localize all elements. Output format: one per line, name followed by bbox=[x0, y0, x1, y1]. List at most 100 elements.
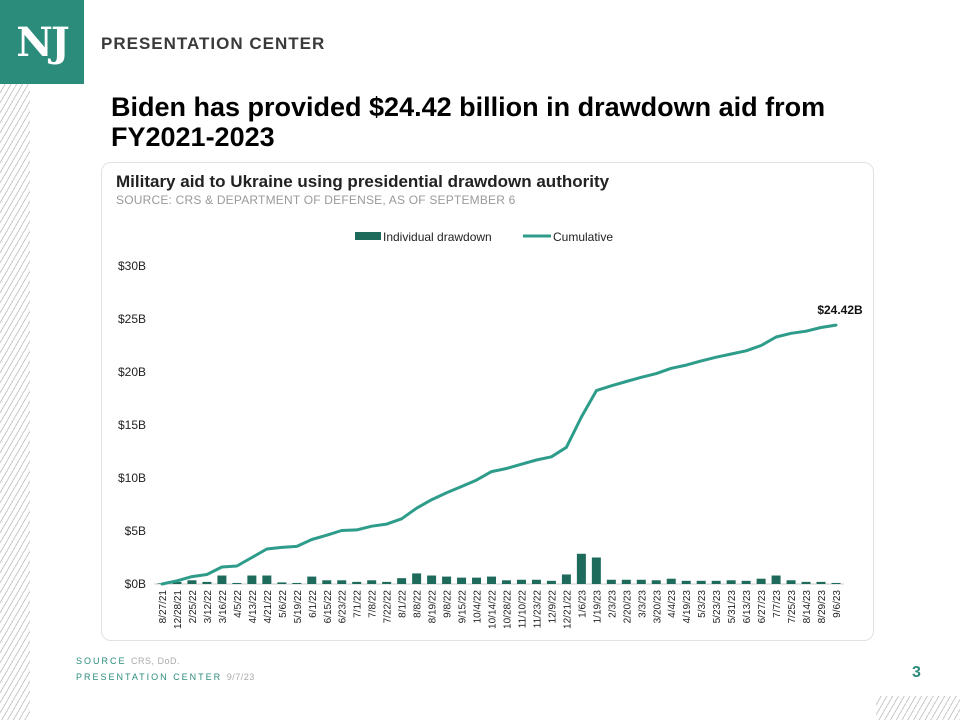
drawdown-bar bbox=[816, 581, 826, 584]
y-tick-label: $15B bbox=[118, 418, 146, 432]
y-tick-label: $0B bbox=[125, 577, 146, 591]
drawdown-bar bbox=[711, 580, 721, 584]
drawdown-bar bbox=[247, 575, 257, 584]
drawdown-bar bbox=[546, 580, 556, 584]
x-tick-label: 8/19/22 bbox=[428, 590, 439, 624]
drawdown-bar bbox=[262, 575, 272, 584]
drawdown-bar bbox=[337, 580, 347, 584]
x-tick-label: 1/6/23 bbox=[577, 590, 588, 618]
legend-swatch-bar bbox=[355, 232, 381, 240]
drawdown-bar bbox=[232, 582, 242, 584]
y-tick-label: $5B bbox=[125, 524, 146, 538]
x-tick-label: 4/21/22 bbox=[263, 590, 274, 624]
x-tick-label: 9/6/23 bbox=[832, 590, 843, 618]
x-tick-label: 5/3/23 bbox=[697, 590, 708, 618]
drawdown-bar bbox=[696, 580, 706, 584]
x-tick-label: 6/23/22 bbox=[338, 590, 349, 624]
drawdown-bar bbox=[681, 580, 691, 584]
y-tick-label: $30B bbox=[118, 259, 146, 273]
x-tick-label: 8/8/22 bbox=[413, 590, 424, 618]
drawdown-bar bbox=[352, 581, 362, 584]
y-tick-label: $10B bbox=[118, 471, 146, 485]
logo-text: NJ bbox=[16, 18, 69, 66]
x-tick-label: 4/5/22 bbox=[233, 590, 244, 618]
x-tick-label: 2/3/23 bbox=[607, 590, 618, 618]
legend-label-individual: Individual drawdown bbox=[383, 230, 492, 244]
x-tick-label: 4/4/23 bbox=[667, 590, 678, 618]
x-tick-label: 5/31/23 bbox=[727, 590, 738, 624]
drawdown-bar bbox=[756, 578, 766, 584]
x-tick-label: 9/8/22 bbox=[443, 590, 454, 618]
drawdown-bar bbox=[397, 578, 407, 584]
x-tick-label: 5/6/22 bbox=[278, 590, 289, 618]
x-tick-label: 4/13/22 bbox=[248, 590, 259, 624]
x-tick-label: 10/4/22 bbox=[473, 590, 484, 624]
x-tick-label: 7/22/22 bbox=[383, 590, 394, 624]
x-tick-label: 4/19/23 bbox=[682, 590, 693, 624]
drawdown-bar bbox=[427, 575, 437, 584]
x-tick-label: 5/23/23 bbox=[712, 590, 723, 624]
drawdown-bar bbox=[487, 576, 497, 584]
drawdown-bar bbox=[217, 575, 227, 584]
x-tick-label: 9/15/22 bbox=[458, 590, 469, 624]
drawdown-bar bbox=[187, 580, 197, 584]
drawdown-bar bbox=[277, 582, 287, 584]
x-tick-label: 7/8/22 bbox=[368, 590, 379, 618]
drawdown-bar bbox=[606, 579, 616, 584]
drawdown-bar bbox=[801, 581, 811, 584]
page-number: 3 bbox=[912, 664, 921, 681]
drawdown-bar bbox=[741, 580, 751, 584]
x-tick-label: 2/25/22 bbox=[188, 590, 199, 624]
x-tick-label: 8/27/21 bbox=[158, 590, 169, 624]
x-tick-label: 10/14/22 bbox=[488, 590, 499, 629]
x-tick-label: 3/16/22 bbox=[218, 590, 229, 624]
x-tick-label: 12/21/22 bbox=[562, 590, 573, 629]
drawdown-bar bbox=[516, 579, 526, 584]
drawdown-bar bbox=[457, 577, 467, 584]
footer-date: 9/7/23 bbox=[226, 672, 255, 682]
x-tick-label: 8/29/23 bbox=[817, 590, 828, 624]
drawdown-bar bbox=[651, 580, 661, 584]
drawdown-bar bbox=[322, 580, 332, 584]
legend-label-cumulative: Cumulative bbox=[553, 230, 613, 244]
footer-presentation-center: PRESENTATION CENTER 9/7/23 bbox=[76, 672, 255, 682]
chart-subtitle: SOURCE: CRS & DEPARTMENT OF DEFENSE, AS … bbox=[116, 193, 516, 207]
x-tick-label: 6/1/22 bbox=[308, 590, 319, 618]
x-tick-label: 1/19/23 bbox=[592, 590, 603, 624]
chart-title: Military aid to Ukraine using presidenti… bbox=[116, 172, 610, 191]
drawdown-bar bbox=[636, 579, 646, 584]
drawdown-bar bbox=[666, 578, 676, 584]
drawdown-bar bbox=[202, 581, 212, 584]
y-tick-label: $20B bbox=[118, 365, 146, 379]
drawdown-bar bbox=[367, 580, 377, 584]
brand-title: PRESENTATION CENTER bbox=[101, 34, 326, 53]
drawdown-bar bbox=[621, 579, 631, 584]
drawdown-bar bbox=[442, 576, 452, 584]
left-hatch-decoration bbox=[0, 84, 30, 720]
x-tick-label: 7/25/23 bbox=[787, 590, 798, 624]
drawdown-bar bbox=[531, 579, 541, 584]
drawdown-bar bbox=[576, 553, 586, 584]
drawdown-bar bbox=[501, 580, 511, 584]
drawdown-bar bbox=[307, 576, 317, 584]
footer-center-label: PRESENTATION CENTER bbox=[76, 672, 223, 682]
x-tick-label: 3/20/23 bbox=[652, 590, 663, 624]
drawdown-bar bbox=[786, 580, 796, 584]
x-tick-label: 3/3/23 bbox=[637, 590, 648, 618]
x-tick-label: 12/28/21 bbox=[173, 590, 184, 629]
drawdown-bar bbox=[472, 577, 482, 584]
y-tick-label: $25B bbox=[118, 312, 146, 326]
drawdown-bar bbox=[412, 573, 422, 584]
slide-headline: Biden has provided $24.42 billion in dra… bbox=[111, 92, 826, 152]
drawdown-bar bbox=[172, 581, 182, 584]
x-tick-label: 5/19/22 bbox=[293, 590, 304, 624]
x-tick-label: 6/13/23 bbox=[742, 590, 753, 624]
drawdown-bar bbox=[561, 574, 571, 584]
chart-card bbox=[101, 162, 874, 641]
corner-hatch-decoration bbox=[876, 696, 960, 720]
x-tick-label: 8/14/23 bbox=[802, 590, 813, 624]
x-tick-label: 10/28/22 bbox=[502, 590, 513, 629]
x-tick-label: 7/7/23 bbox=[772, 590, 783, 618]
x-tick-label: 2/20/23 bbox=[622, 590, 633, 624]
x-tick-label: 7/1/22 bbox=[353, 590, 364, 618]
